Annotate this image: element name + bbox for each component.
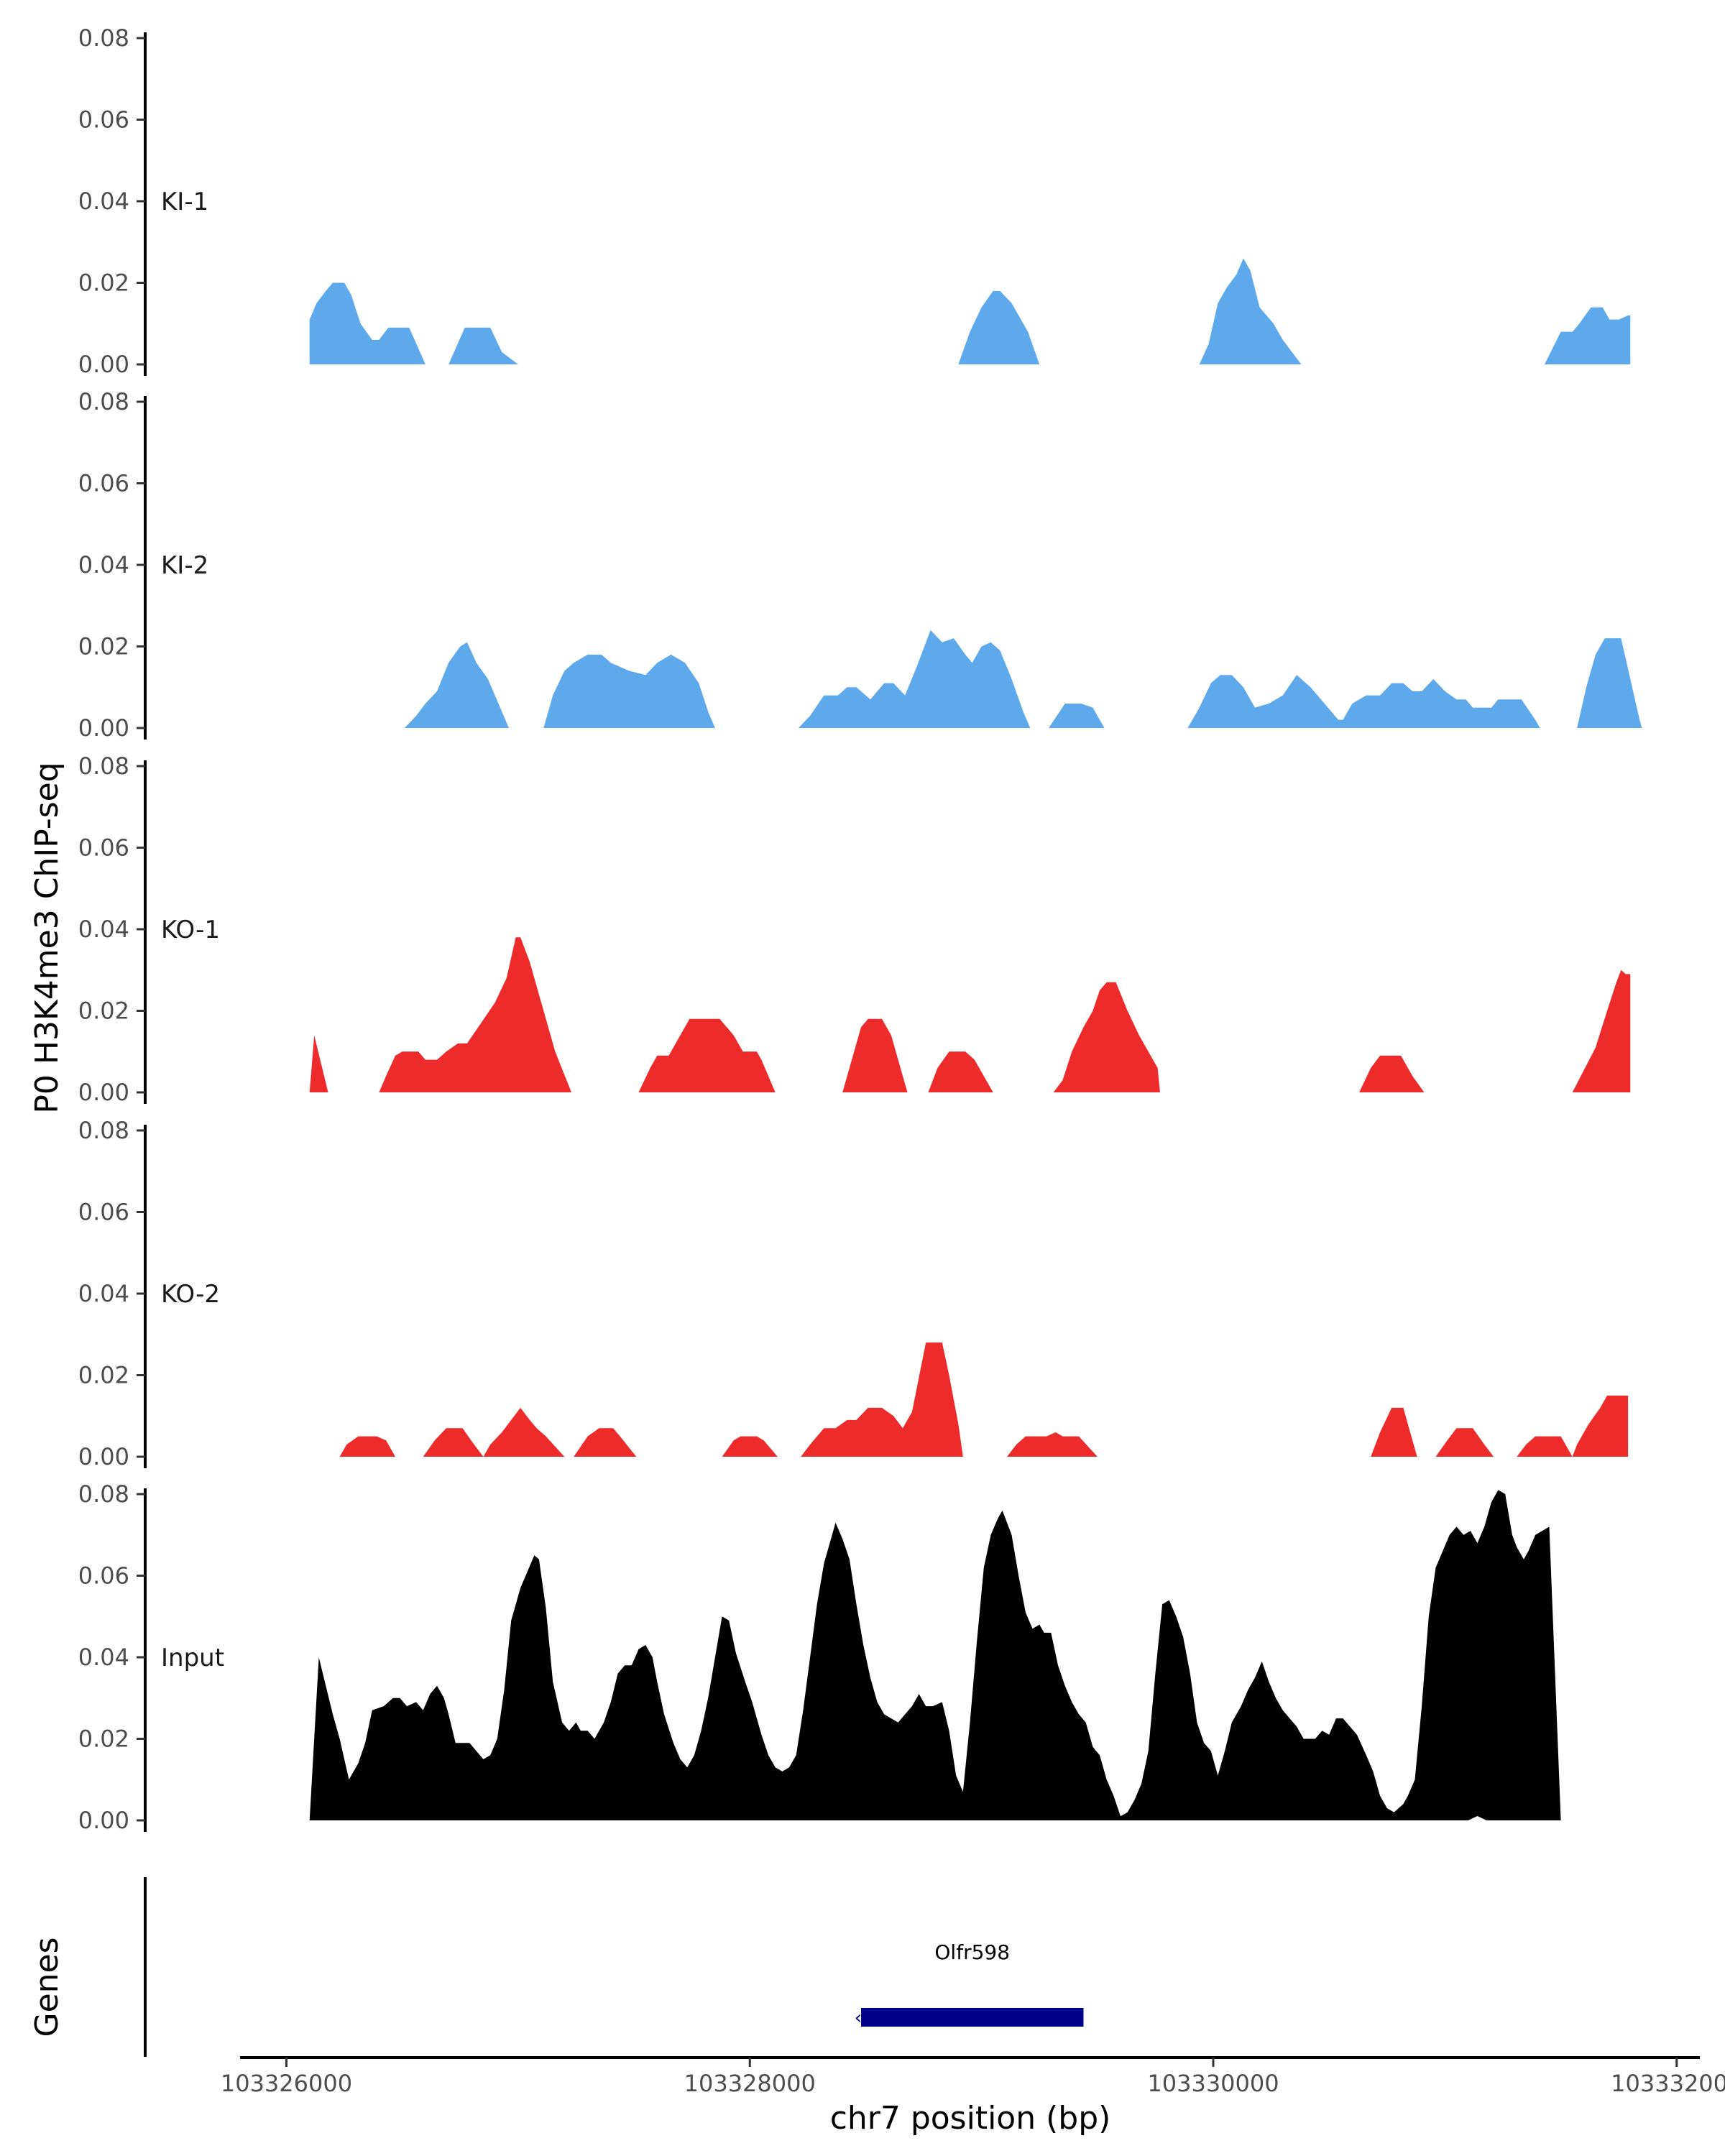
area-ki-1-peak-1 (958, 290, 1040, 364)
area-ki-1-peak-0 (309, 282, 518, 364)
y-tick-label: 0.08 (78, 1117, 129, 1144)
track-label-input: Input (161, 1644, 224, 1672)
y-tick-label: 0.00 (78, 351, 129, 378)
y-tick-label: 0.04 (78, 551, 129, 579)
x-axis-title: chr7 position (bp) (830, 2100, 1111, 2137)
area-ko-1-peak-2 (638, 1018, 776, 1092)
y-tick-label: 0.06 (78, 106, 129, 134)
area-ki-1-peak-2 (1199, 258, 1302, 364)
area-ki-2-peak-3 (1049, 704, 1105, 728)
area-ki-2-peak-2 (798, 630, 1031, 728)
y-tick-label: 0.02 (78, 998, 129, 1025)
area-ko-2-peak-6 (1371, 1407, 1417, 1457)
x-tick-label: 103326000 (221, 2070, 352, 2097)
gene-body-olfr598[interactable] (860, 2008, 1084, 2027)
area-ko-1-peak-5 (1053, 982, 1160, 1092)
gene-strand-marker: ‹ (855, 2007, 862, 2029)
track-input: 0.00 0.02 0.04 0.06 0.08 Input (78, 1480, 1561, 1834)
area-input-peak-0 (309, 1490, 1561, 1820)
y-tick-label: 0.04 (78, 188, 129, 215)
area-ki-2-peak-1 (543, 654, 715, 728)
y-axis-title: P0 H3K4me3 ChIP-seq (29, 762, 65, 1113)
area-ko-1-peak-6 (1359, 1055, 1425, 1092)
y-tick-label: 0.00 (78, 1443, 129, 1470)
x-tick-label: 103328000 (684, 2070, 816, 2097)
area-ki-2-peak-0 (404, 642, 509, 728)
genes-axis-title: Genes (29, 1937, 65, 2037)
y-tick-label: 0.08 (78, 752, 129, 780)
area-ko-2-peak-7 (1435, 1428, 1494, 1457)
track-ko-1: 0.00 0.02 0.04 0.06 0.08 KO-1 (78, 752, 1631, 1106)
track-ki-1: 0.00 0.02 0.04 0.06 0.08 KI-1 (78, 24, 1631, 378)
area-ko-1-peak-4 (928, 1051, 993, 1092)
area-ko-2-peak-3 (722, 1436, 778, 1457)
area-ko-2-peak-5 (1007, 1432, 1098, 1457)
y-tick-label: 0.06 (78, 1199, 129, 1226)
tracks-group: 0.00 0.02 0.04 0.06 0.08 KI-1 0.00 0.02 0.04 0.06… (78, 24, 1642, 1834)
y-tick-label: 0.04 (78, 1280, 129, 1307)
x-tick-label: 103332000 (1611, 2070, 1725, 2097)
y-tick-label: 0.08 (78, 1480, 129, 1508)
area-ko-1-peak-0 (309, 1035, 328, 1092)
track-label-ko-2: KO-2 (161, 1280, 220, 1309)
area-ko-2-peak-4 (801, 1342, 963, 1457)
y-tick-label: 0.02 (78, 1726, 129, 1753)
area-ki-1-peak-3 (1545, 307, 1631, 364)
area-ko-1-peak-3 (842, 1018, 908, 1092)
track-label-ko-1: KO-1 (161, 916, 220, 944)
area-ko-2-peak-8 (1517, 1395, 1629, 1457)
gene-track: Olfr598 ‹ (144, 1877, 1084, 2057)
y-tick-label: 0.06 (78, 834, 129, 862)
y-tick-label: 0.08 (78, 24, 129, 52)
track-label-ki-2: KI-2 (161, 551, 208, 580)
y-tick-label: 0.08 (78, 388, 129, 415)
area-ki-2-peak-4 (1187, 675, 1540, 728)
y-tick-label: 0.00 (78, 1807, 129, 1834)
y-tick-label: 0.02 (78, 270, 129, 297)
x-tick-label: 103330000 (1147, 2070, 1279, 2097)
input-gap-0 (1468, 1816, 1487, 1820)
track-ko-2: 0.00 0.02 0.04 0.06 0.08 KO-2 (78, 1117, 1629, 1470)
y-tick-label: 0.00 (78, 714, 129, 742)
y-tick-label: 0.06 (78, 1562, 129, 1590)
gene-label-olfr598: Olfr598 (934, 1940, 1010, 1964)
track-label-ki-1: KI-1 (161, 188, 208, 216)
y-tick-label: 0.04 (78, 916, 129, 943)
x-axis: 103326000 103328000 103330000 103332000 (221, 2056, 1725, 2097)
area-ko-2-peak-2 (574, 1428, 637, 1457)
y-tick-label: 0.00 (78, 1079, 129, 1106)
y-tick-label: 0.02 (78, 1362, 129, 1389)
area-ko-2-peak-1 (423, 1407, 565, 1457)
y-tick-label: 0.06 (78, 470, 129, 497)
y-tick-label: 0.02 (78, 633, 129, 660)
track-ki-2: 0.00 0.02 0.04 0.06 0.08 KI-2 (78, 388, 1642, 742)
area-ko-1-peak-7 (1572, 969, 1631, 1092)
area-ki-2-peak-5 (1577, 638, 1642, 728)
y-tick-label: 0.04 (78, 1644, 129, 1671)
area-ko-1-peak-1 (379, 937, 571, 1092)
area-ko-2-peak-0 (339, 1436, 395, 1457)
